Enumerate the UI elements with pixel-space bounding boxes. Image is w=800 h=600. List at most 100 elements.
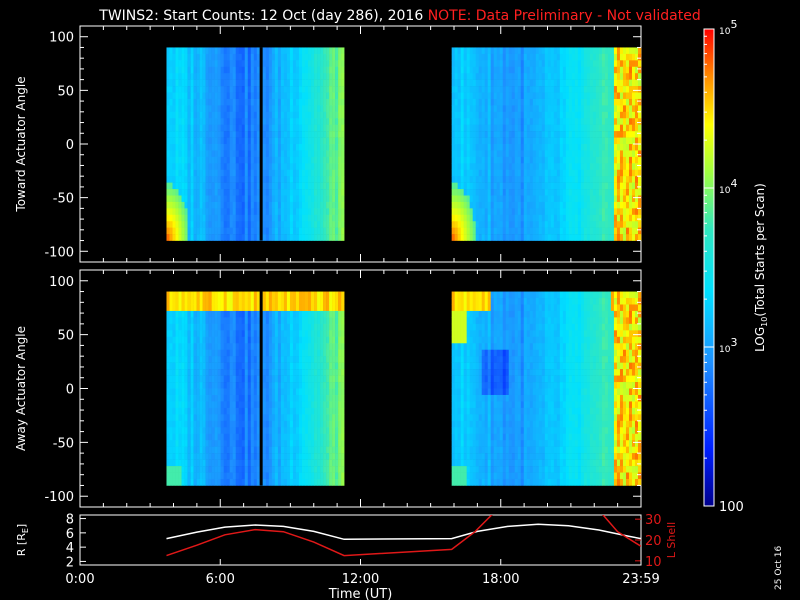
- heatmap-cell: [338, 105, 342, 113]
- heatmap-cell: [308, 195, 312, 203]
- heatmap-cell: [550, 53, 555, 61]
- heatmap-cell: [517, 47, 522, 55]
- heatmap-cell: [274, 291, 279, 299]
- heatmap-cell: [232, 472, 237, 480]
- heatmap-cell: [505, 79, 510, 87]
- heatmap-cell: [592, 53, 597, 61]
- heatmap-cell: [526, 214, 531, 222]
- heatmap-cell: [511, 105, 516, 113]
- heatmap-cell: [613, 86, 618, 93]
- heatmap-cell: [520, 182, 525, 190]
- heatmap-cell: [326, 131, 330, 138]
- heatmap-cell: [598, 98, 603, 106]
- heatmap-cell: [634, 182, 639, 190]
- heatmap-cell: [190, 53, 194, 61]
- heatmap-cell: [247, 323, 252, 331]
- heatmap-cell: [622, 221, 627, 228]
- heatmap-cell: [457, 195, 461, 203]
- heatmap-cell: [292, 176, 297, 183]
- heatmap-cell: [223, 189, 228, 196]
- heatmap-cell: [526, 169, 531, 177]
- heatmap-cell: [238, 137, 243, 145]
- heatmap-cell: [335, 201, 339, 209]
- heatmap-cell: [556, 118, 561, 125]
- heatmap-cell: [538, 189, 543, 196]
- heatmap-cell: [547, 73, 552, 80]
- heatmap-cell: [517, 195, 522, 203]
- heatmap-cell: [268, 73, 273, 80]
- heatmap-cell: [481, 124, 486, 132]
- heatmap-cell: [166, 214, 170, 222]
- heatmap-cell: [196, 304, 200, 312]
- heatmap-cell: [250, 195, 255, 203]
- heatmap-cell: [520, 60, 525, 68]
- heatmap-cell: [332, 156, 336, 164]
- heatmap-cell: [472, 66, 477, 74]
- heatmap-cell: [320, 131, 324, 138]
- heatmap-cell: [583, 189, 588, 196]
- heatmap-cell: [274, 73, 279, 80]
- heatmap-cell: [280, 98, 285, 106]
- heatmap-cell: [589, 144, 594, 151]
- heatmap-cell: [553, 221, 558, 228]
- heatmap-cell: [283, 195, 288, 203]
- heatmap-cell: [547, 118, 552, 125]
- heatmap-cell: [607, 150, 612, 158]
- heatmap-cell: [196, 150, 200, 158]
- heatmap-cell: [181, 111, 185, 119]
- heatmap-cell: [559, 156, 564, 164]
- heatmap-cell: [247, 195, 252, 203]
- heatmap-cell: [317, 137, 321, 145]
- heatmap-cell: [295, 182, 300, 190]
- heatmap-cell: [241, 369, 246, 376]
- heatmap-cell: [493, 79, 498, 87]
- heatmap-cell: [169, 137, 173, 145]
- heatmap-cell: [274, 427, 279, 435]
- heatmap-cell: [247, 182, 252, 190]
- heatmap-cell: [193, 214, 197, 222]
- heatmap-cell: [553, 156, 558, 164]
- heatmap-cell: [586, 98, 591, 106]
- heatmap-cell: [571, 98, 576, 106]
- heatmap-cell: [169, 343, 173, 351]
- heatmap-cell: [223, 453, 228, 460]
- heatmap-cell: [181, 420, 185, 428]
- heatmap-cell: [326, 124, 330, 132]
- heatmap-cell: [199, 169, 203, 177]
- heatmap-cell: [238, 407, 243, 415]
- heatmap-cell: [277, 60, 282, 68]
- heatmap-cell: [478, 182, 483, 190]
- heatmap-cell: [457, 98, 461, 106]
- heatmap-cell: [595, 169, 600, 177]
- heatmap-cell: [283, 176, 288, 183]
- heatmap-cell: [268, 86, 273, 93]
- heatmap-cell: [589, 124, 594, 132]
- heatmap-cell: [241, 221, 246, 228]
- heatmap-cell: [268, 304, 273, 312]
- heatmap-cell: [544, 214, 549, 222]
- heatmap-cell: [338, 137, 342, 145]
- heatmap-cell: [175, 427, 179, 435]
- heatmap-cell: [592, 195, 597, 203]
- heatmap-cell: [235, 60, 240, 68]
- heatmap-cell: [335, 221, 339, 228]
- heatmap-cell: [253, 356, 258, 363]
- heatmap-cell: [247, 66, 252, 74]
- heatmap-cell: [541, 227, 546, 235]
- heatmap-cell: [475, 156, 480, 164]
- heatmap-cell: [181, 382, 185, 389]
- heatmap-cell: [214, 176, 218, 183]
- heatmap-cell: [517, 124, 522, 132]
- heatmap-cell: [484, 137, 489, 145]
- heatmap-cell: [289, 60, 294, 68]
- heatmap-cell: [172, 407, 176, 415]
- heatmap-cell: [490, 98, 495, 106]
- heatmap-cell: [335, 208, 339, 216]
- heatmap-cell: [583, 98, 588, 106]
- heatmap-cell: [607, 195, 612, 203]
- heatmap-cell: [247, 92, 252, 100]
- heatmap-cell: [181, 317, 185, 325]
- heatmap-cell: [481, 73, 486, 80]
- heatmap-cell: [628, 144, 633, 151]
- heatmap-cell: [271, 150, 276, 158]
